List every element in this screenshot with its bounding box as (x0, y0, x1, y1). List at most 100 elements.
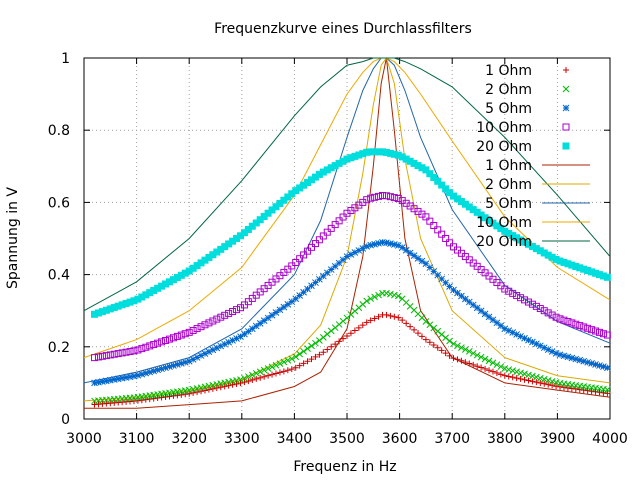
data-point-1 (269, 371, 276, 378)
data-point-3 (319, 272, 327, 280)
data-point-4 (521, 296, 529, 304)
legend-label: 10 Ohm (476, 215, 532, 231)
data-point-2 (363, 297, 371, 305)
data-point-5 (311, 173, 319, 181)
data-point-5 (434, 177, 442, 185)
data-point-5 (465, 203, 473, 211)
data-point-5 (304, 179, 312, 187)
data-point-5 (154, 284, 162, 292)
data-point-1 (529, 378, 536, 385)
data-point-2 (469, 349, 477, 357)
data-point-3 (308, 282, 315, 290)
data-point-4 (517, 294, 525, 302)
data-point-1 (344, 332, 350, 339)
data-point-3 (402, 246, 410, 254)
data-point-1 (438, 347, 445, 354)
data-point-5 (450, 192, 458, 200)
data-point-3 (201, 350, 209, 358)
data-point-2 (197, 384, 205, 392)
data-point-1 (572, 386, 579, 393)
data-point-5 (256, 216, 264, 224)
data-point-1 (545, 381, 552, 388)
data-point-1 (276, 369, 283, 376)
data-point-3 (205, 348, 213, 356)
data-point-4 (169, 334, 177, 342)
legend-label: 2 Ohm (485, 177, 532, 193)
data-point-2 (513, 368, 520, 376)
data-point-4 (311, 240, 319, 248)
data-point-1 (576, 386, 583, 393)
data-point-3 (323, 269, 331, 277)
data-point-1 (162, 393, 169, 400)
data-point-5 (422, 166, 430, 174)
data-point-5 (367, 148, 375, 156)
data-point-5 (260, 212, 268, 220)
data-point-1 (470, 361, 477, 368)
data-point-3 (513, 331, 520, 338)
data-point-1 (340, 335, 347, 342)
data-point-3 (430, 267, 438, 275)
x-tick-label: 3100 (119, 431, 155, 447)
data-point-3 (134, 371, 142, 379)
data-point-3 (114, 375, 122, 383)
data-point-3 (418, 257, 426, 265)
data-point-5 (158, 282, 166, 290)
data-point-4 (323, 228, 331, 236)
data-point-3 (410, 252, 418, 260)
data-point-1 (178, 391, 185, 398)
data-point-5 (497, 225, 505, 233)
data-point-3 (600, 363, 607, 371)
data-point-5 (603, 273, 611, 281)
data-point-5 (114, 302, 122, 310)
data-point-1 (422, 336, 429, 343)
x-tick-label: 3400 (277, 431, 313, 447)
data-point-1 (462, 359, 469, 366)
data-point-4 (221, 311, 229, 319)
data-point-3 (560, 352, 568, 360)
data-point-4 (201, 321, 209, 329)
data-point-5 (165, 278, 173, 286)
data-point-4 (130, 347, 138, 355)
data-point-5 (505, 229, 513, 237)
data-point-4 (386, 193, 394, 201)
data-point-3 (564, 353, 572, 361)
data-point-3 (126, 373, 134, 381)
data-point-3 (604, 364, 611, 372)
data-point-1 (466, 360, 473, 367)
data-point-4 (177, 331, 185, 339)
data-point-2 (280, 358, 288, 366)
data-point-5 (544, 251, 552, 259)
data-point-5 (355, 151, 363, 159)
data-point-2 (252, 369, 260, 377)
data-point-3 (162, 364, 169, 372)
data-point-1 (442, 350, 449, 357)
data-point-3 (331, 262, 339, 270)
data-point-3 (394, 242, 402, 249)
data-point-4 (134, 346, 142, 354)
data-point-2 (544, 377, 552, 384)
data-point-2 (260, 366, 268, 374)
data-point-2 (485, 357, 493, 365)
data-point-4 (548, 311, 556, 319)
data-point-5 (410, 159, 418, 167)
data-point-3 (130, 372, 138, 380)
data-point-2 (316, 337, 323, 344)
data-point-1 (355, 324, 362, 331)
data-point-2 (304, 345, 311, 352)
data-point-1 (225, 382, 232, 389)
data-point-1 (253, 375, 260, 382)
data-point-2 (450, 340, 457, 348)
data-point-1 (489, 368, 496, 375)
data-point-1 (596, 389, 603, 396)
data-point-5 (359, 150, 367, 158)
data-point-2 (371, 293, 378, 301)
data-point-5 (536, 247, 544, 255)
data-point-4 (122, 348, 130, 356)
data-point-1 (564, 384, 571, 391)
data-point-1 (284, 367, 291, 374)
data-point-4 (158, 338, 166, 346)
data-point-3 (351, 249, 359, 256)
data-point-4 (209, 317, 217, 325)
data-point-3 (473, 304, 481, 312)
data-point-1 (261, 373, 268, 380)
